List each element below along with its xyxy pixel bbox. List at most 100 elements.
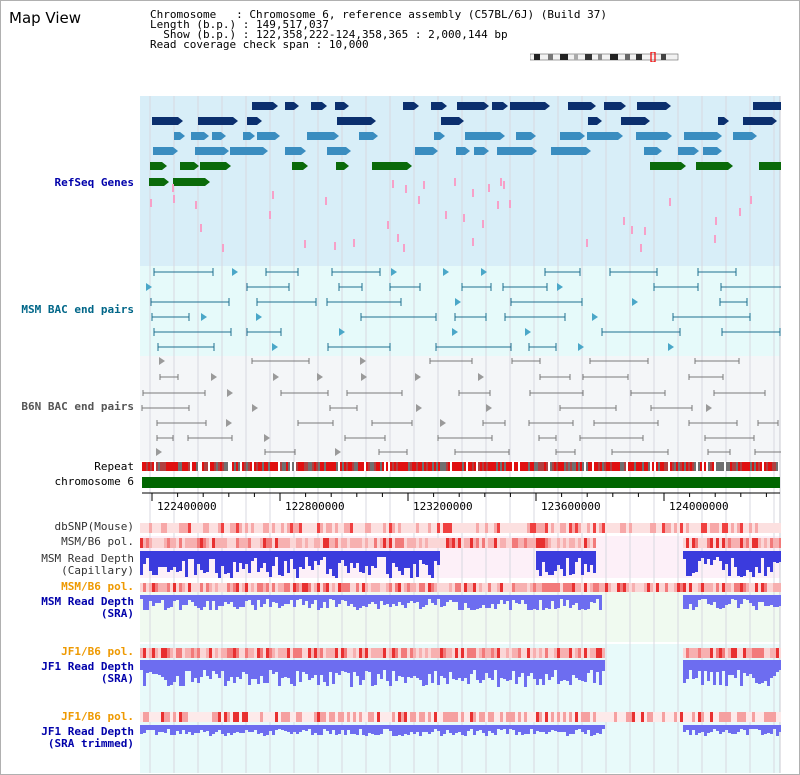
heat-cell [737,648,740,658]
heat-cell [662,583,665,592]
repeat-segment [530,462,532,471]
depth-bar [776,725,779,736]
heat-cell [374,583,377,592]
heat-cell [641,523,644,533]
chromosome-ideogram[interactable] [530,52,680,62]
depth-bar [269,551,272,577]
heat-cell [530,523,533,533]
heat-cell [602,712,605,722]
heat-cell [221,712,224,722]
depth-bar [593,595,596,603]
gene-arrow [407,162,412,170]
heat-cell [248,538,251,548]
depth-bar [686,660,689,679]
heat-cell [428,538,431,548]
depth-bar [743,725,746,730]
depth-bar [338,725,341,734]
depth-bar [356,551,359,563]
heat-cell [329,583,332,592]
heat-cell [239,648,242,658]
depth-bar [542,551,545,562]
depth-bar [572,595,575,605]
repeat-segment [738,462,740,471]
refseq-mark [454,178,456,186]
heat-cell [509,648,512,658]
heat-cell [161,583,164,592]
bac-end-marker [415,373,421,381]
repeat-segment [280,462,282,471]
track-label-jf1-depth-trim: JF1 Read Depth (SRA trimmed) [41,725,134,750]
repeat-segment [478,462,480,471]
heat-cell [257,538,260,548]
depth-bar [776,551,779,563]
heat-cell [185,538,188,548]
heat-cell [362,648,365,658]
depth-bar [344,725,347,735]
heat-cell [335,648,338,658]
gene-arrow [621,102,626,110]
heat-cell [653,583,656,592]
gene-feature [336,162,344,170]
heat-cell [383,523,386,533]
depth-bar [332,660,335,684]
depth-bar [590,551,593,565]
depth-bar [716,660,719,672]
heat-cell [773,648,776,658]
heat-cell [365,538,368,548]
gene-feature [604,102,621,110]
heat-cell [215,523,218,533]
depth-bar [335,660,338,673]
depth-bar [332,595,335,600]
depth-bar [293,595,296,607]
repeat-segment [206,462,208,471]
depth-bar [476,725,479,731]
depth-bar [779,725,781,732]
depth-bar [344,551,347,566]
heat-cell [230,648,233,658]
heat-cell [392,538,395,548]
depth-bar [686,725,689,730]
heat-cell [335,523,338,533]
depth-bar [389,660,392,686]
depth-bar [584,660,587,682]
depth-bar [152,595,155,606]
heat-cell [308,523,311,533]
depth-bar [284,595,287,604]
heat-cell [287,712,290,722]
heat-cell [143,712,146,722]
repeat-segment [552,462,554,471]
heat-cell [680,712,683,722]
heat-cell [365,523,368,533]
repeat-segment [316,462,318,471]
repeat-segment [694,462,696,471]
heat-cell [455,712,458,722]
heat-cell [290,648,293,658]
heat-cell [326,648,329,658]
heat-cell [209,712,212,722]
heat-cell [194,712,197,722]
depth-bar [155,725,158,735]
depth-bar [176,660,179,676]
repeat-segment [674,462,676,471]
depth-bar [599,595,602,610]
heat-cell [512,523,515,533]
depth-bar [446,660,449,684]
heat-cell [617,583,620,592]
repeat-segment [528,462,530,471]
repeat-segment [168,462,170,471]
depth-bar [566,551,569,558]
depth-bar [194,595,197,606]
heat-cell [377,583,380,592]
heat-cell [344,712,347,722]
repeat-segment [144,462,146,471]
heat-cell [272,712,275,722]
repeat-segment [254,462,256,471]
gene-feature [644,147,657,155]
depth-bar [308,551,311,566]
refseq-mark [269,211,271,219]
depth-bar [740,551,743,577]
genome-tracks-canvas[interactable]: 122400000 122800000 123200000 123600000 1240… [140,96,781,773]
heat-cell [398,523,401,533]
depth-bar [548,595,551,609]
repeat-segment [578,462,580,471]
